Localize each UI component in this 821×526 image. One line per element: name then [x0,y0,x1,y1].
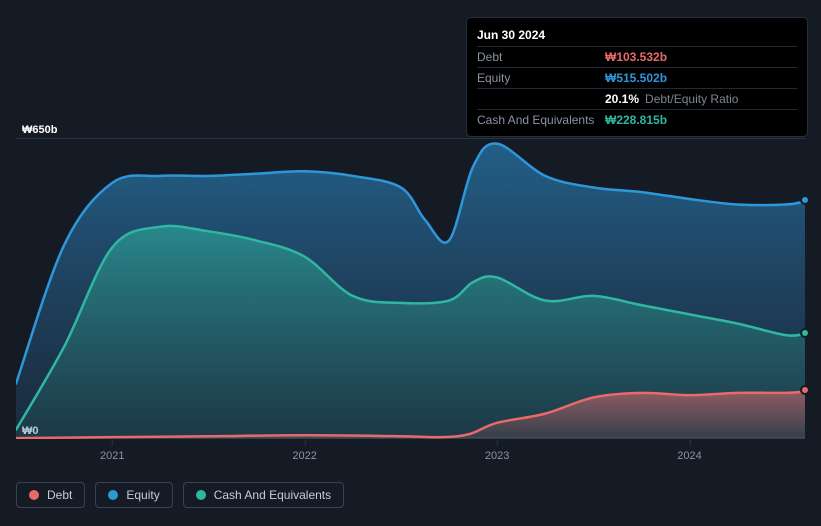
legend-item-debt[interactable]: Debt [16,482,85,508]
tooltip-label: Debt [477,50,605,64]
tooltip-value: ₩228.815b [605,113,667,127]
tooltip-date: Jun 30 2024 [477,24,797,47]
legend-label: Debt [47,488,72,502]
legend-item-equity[interactable]: Equity [95,482,172,508]
chart-tooltip: Jun 30 2024 Debt ₩103.532b Equity ₩515.5… [467,18,807,136]
tooltip-label: Equity [477,71,605,85]
chart-svg [16,139,805,439]
tooltip-label: Cash And Equivalents [477,113,605,127]
x-axis-tick: 2021 [100,450,124,462]
legend-label: Equity [126,488,159,502]
y-axis-tick-650: ₩650b [22,124,57,136]
tooltip-ratio-value: 20.1% [605,92,639,106]
legend-label: Cash And Equivalents [214,488,331,502]
tooltip-value: 20.1% Debt/Equity Ratio [605,92,738,106]
tooltip-value: ₩515.502b [605,71,667,85]
chart-plot-area[interactable] [16,138,805,438]
legend-swatch [196,490,206,500]
chart-legend: Debt Equity Cash And Equivalents [16,482,344,508]
series-end-marker [800,195,810,205]
tooltip-ratio-suffix: Debt/Equity Ratio [645,92,738,106]
tooltip-row-debt: Debt ₩103.532b [477,47,797,68]
series-end-marker [800,328,810,338]
x-axis-tick: 2024 [677,450,701,462]
legend-swatch [29,490,39,500]
tooltip-value: ₩103.532b [605,50,667,64]
legend-swatch [108,490,118,500]
tooltip-row-equity: Equity ₩515.502b [477,68,797,89]
x-axis-tick: 2022 [292,450,316,462]
tooltip-row-cash: Cash And Equivalents ₩228.815b [477,110,797,130]
legend-item-cash[interactable]: Cash And Equivalents [183,482,344,508]
tooltip-label [477,92,605,106]
x-axis: 2021 2022 2023 2024 [16,448,805,468]
x-axis-tick: 2023 [485,450,509,462]
tooltip-row-ratio: 20.1% Debt/Equity Ratio [477,89,797,110]
series-end-marker [800,385,810,395]
